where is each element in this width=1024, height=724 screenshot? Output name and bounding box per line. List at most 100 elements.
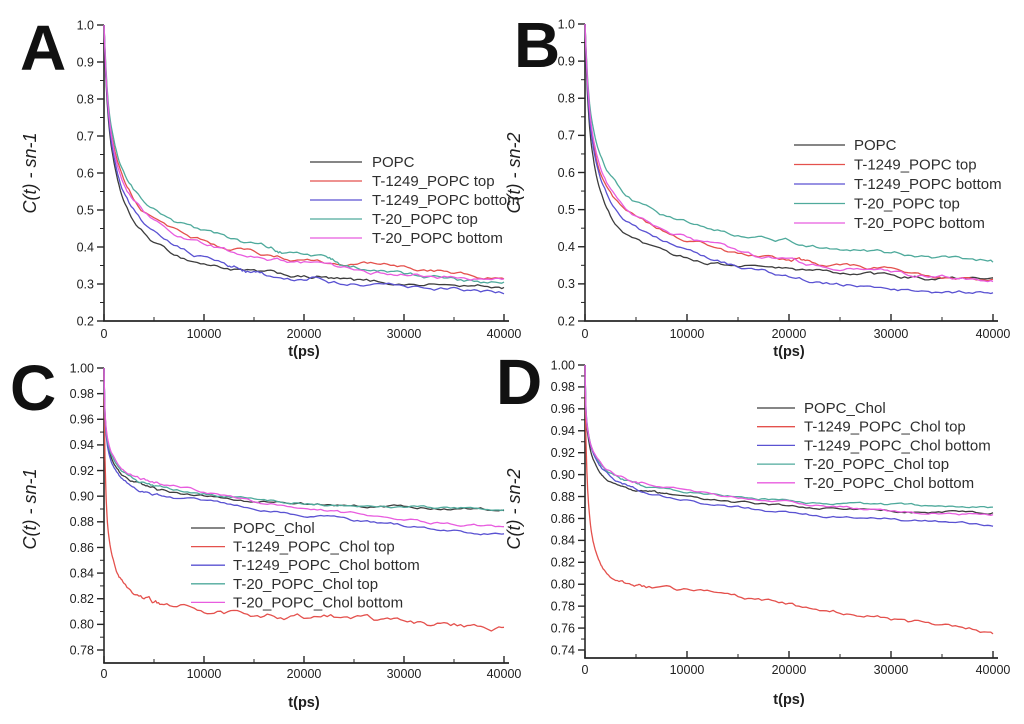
y-axis-title: C(t) - sn-1 (20, 133, 40, 214)
y-tick-label: 0.90 (551, 468, 575, 482)
series-line-popc (103, 24, 505, 290)
series-line-popc-chol (103, 367, 505, 512)
panel-d: 0.74 0.76 0.78 0.80 0.82 0.84 0.86 0.88 0.90 0.92… (496, 346, 1010, 708)
legend-entry: T-20_POPC_Chol top (757, 456, 949, 473)
legend-label: T-20_POPC_Chol bottom (233, 594, 403, 611)
y-tick-label: 0.74 (551, 643, 575, 657)
y-tick-label: 0.88 (70, 515, 94, 529)
y-axis-title: C(t) - sn-2 (504, 469, 524, 550)
x-tick-label: 0 (101, 327, 108, 341)
y-tick-label: 0.82 (70, 592, 94, 606)
series-line-t-20-popc-chol-bottom (103, 367, 505, 528)
x-tick-label: 40000 (487, 667, 522, 681)
y-tick-label: 0.84 (551, 534, 575, 548)
y-tick-label: 0.92 (551, 446, 575, 460)
y-tick-label: 0.8 (77, 92, 94, 106)
y-tick-label: 0.96 (70, 413, 94, 427)
legend-label: T-1249_POPC_Chol bottom (804, 437, 991, 454)
x-tick-label: 10000 (670, 327, 705, 341)
y-tick-label: 0.76 (551, 621, 575, 635)
legend-label: T-1249_POPC bottom (854, 176, 1002, 193)
y-tick-label: 0.82 (551, 556, 575, 570)
y-tick-label: 0.94 (70, 438, 94, 452)
legend-entry: T-20_POPC bottom (794, 215, 985, 232)
series-line-t-20-popc-bottom (103, 24, 505, 281)
x-tick-label: 30000 (874, 327, 909, 341)
legend-entry: T-1249_POPC bottom (310, 192, 520, 209)
y-tick-label: 0.9 (558, 54, 575, 68)
series-line-t-1249-popc-top (584, 23, 994, 282)
series-line-t-20-popc-bottom (584, 23, 994, 283)
x-axis-title: t(ps) (773, 692, 805, 708)
y-tick-label: 0.3 (558, 277, 575, 291)
y-tick-label: 0.5 (558, 203, 575, 217)
y-tick-label: 0.86 (551, 512, 575, 526)
y-tick-label: 0.2 (77, 314, 94, 328)
y-tick-label: 0.98 (551, 380, 575, 394)
legend-label: T-20_POPC top (854, 196, 960, 213)
series-line-t-1249-popc-bottom (103, 24, 505, 295)
series-line-t-1249-popc-chol-bottom (103, 367, 505, 536)
x-tick-label: 40000 (976, 327, 1011, 341)
y-tick-label: 0.8 (558, 92, 575, 106)
y-tick-label: 0.6 (558, 166, 575, 180)
x-tick-label: 0 (582, 663, 589, 677)
y-tick-label: 0.3 (77, 277, 94, 291)
panel-c: 0.78 0.80 0.82 0.84 0.86 0.88 0.90 0.92 0.94 0.96… (10, 352, 521, 711)
legend-entry: T-20_POPC_Chol bottom (757, 475, 974, 492)
y-tick-label: 1.00 (70, 361, 94, 375)
legend-label: POPC (854, 137, 897, 154)
y-tick-label: 0.78 (551, 599, 575, 613)
legend-label: T-1249_POPC_Chol top (804, 419, 966, 436)
x-tick-label: 20000 (772, 327, 807, 341)
legend-label: T-1249_POPC_Chol bottom (233, 557, 420, 574)
y-tick-label: 0.96 (551, 402, 575, 416)
y-tick-label: 0.92 (70, 464, 94, 478)
series-line-t-20-popc-chol-bottom (584, 364, 994, 517)
legend-entry: T-1249_POPC bottom (794, 176, 1002, 193)
legend-b: POPC T-1249_POPC top T-1249_POPC bottom T-2… (794, 137, 1002, 232)
legend-entry: T-20_POPC top (310, 211, 478, 228)
y-tick-label: 0.88 (551, 490, 575, 504)
x-tick-label: 30000 (387, 327, 422, 341)
x-tick-label: 20000 (287, 327, 322, 341)
y-tick-label: 0.86 (70, 541, 94, 555)
x-tick-label: 30000 (874, 663, 909, 677)
x-tick-label: 40000 (976, 663, 1011, 677)
panel-b: 0.2 0.3 0.4 0.5 0.6 0.7 0.8 0.9 1.0 0 10000 20000 30… (504, 9, 1010, 360)
x-tick-label: 20000 (772, 663, 807, 677)
y-tick-label: 1.0 (558, 17, 575, 31)
y-axis-title: C(t) - sn-1 (20, 469, 40, 550)
y-tick-label: 0.4 (558, 240, 575, 254)
legend-entry: T-20_POPC_Chol bottom (191, 594, 403, 611)
y-tick-label: 0.80 (551, 578, 575, 592)
y-tick-label: 1.00 (551, 358, 575, 372)
y-tick-label: 0.98 (70, 387, 94, 401)
series-line-t-20-popc-chol-top (103, 367, 505, 512)
x-tick-label: 0 (101, 667, 108, 681)
y-tick-label: 0.7 (558, 129, 575, 143)
legend-label: T-1249_POPC_Chol top (233, 539, 395, 556)
legend-label: POPC_Chol (804, 400, 886, 417)
series-line-t-1249-popc-top (103, 24, 505, 280)
x-tick-label: 10000 (187, 327, 222, 341)
legend-entry: POPC_Chol (191, 520, 315, 537)
y-tick-label: 1.0 (77, 18, 94, 32)
x-tick-label: 10000 (670, 663, 705, 677)
legend-label: T-20_POPC_Chol top (804, 456, 949, 473)
series-line-t-1249-popc-chol-top (584, 364, 994, 635)
legend-entry: POPC (310, 154, 415, 171)
y-tick-label: 0.5 (77, 203, 94, 217)
y-axis-title: C(t) - sn-2 (504, 133, 524, 214)
legend-label: T-1249_POPC bottom (372, 192, 520, 209)
legend-label: T-20_POPC_Chol bottom (804, 475, 974, 492)
legend-label: T-20_POPC bottom (854, 215, 985, 232)
legend-label: T-20_POPC top (372, 211, 478, 228)
y-tick-label: 0.2 (558, 314, 575, 328)
panel-a: 0.2 0.3 0.4 0.5 0.6 0.7 0.8 0.9 1.0 0 10000 20000 30… (20, 12, 521, 360)
legend-label: T-1249_POPC top (372, 173, 495, 190)
series-line-t-1249-popc-chol-top (103, 367, 505, 632)
legend-label: T-1249_POPC top (854, 157, 977, 174)
